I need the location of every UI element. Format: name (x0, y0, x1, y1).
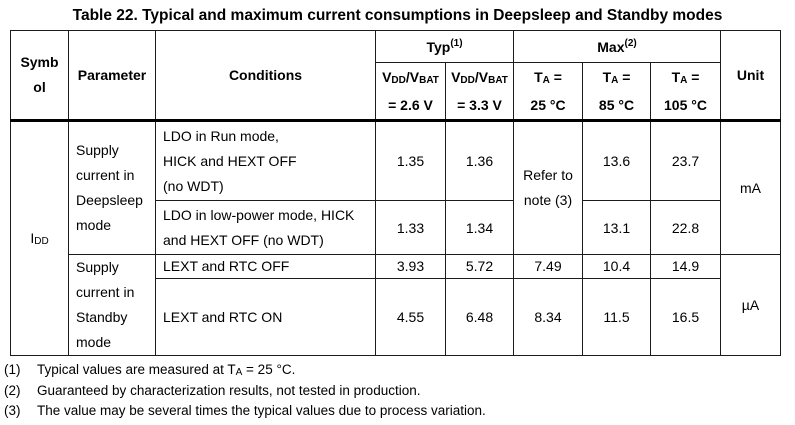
cell-max-105: 14.9 (650, 254, 721, 279)
cell-conditions: LDO in Run mode, HICK and HEXT OFF (no W… (155, 120, 376, 201)
header-conditions: Conditions (155, 30, 376, 122)
footnote-text: Typical values are measured at TA = 25 °… (37, 362, 296, 378)
cell-unit-ua: µA (720, 254, 781, 356)
footnotes: (1) Typical values are measured at TA = … (4, 361, 795, 423)
typ-label: Typ (426, 39, 451, 55)
ta-value-line: 105 °C (664, 96, 707, 113)
cell-max-25: 7.49 (513, 254, 583, 279)
table-row: LDO in low-power mode, HICK and HEXT OFF… (11, 200, 781, 255)
header-group-row: Symb ol Parameter Conditions Typ(1) Max(… (10, 30, 781, 122)
footnote-1: (1) Typical values are measured at TA = … (4, 361, 795, 382)
header-ta-25: TA = 25 °C (513, 62, 583, 122)
header-vdd-3v3: VDD/VBAT = 3.3 V (445, 62, 514, 122)
vdd-symbol-line: VDD/VBAT (382, 68, 439, 86)
cell-conditions: LDO in low-power mode, HICK and HEXT OFF… (155, 200, 376, 255)
cell-unit-ma: mA (720, 120, 781, 255)
current-consumption-table: Symb ol Parameter Conditions Typ(1) Max(… (10, 30, 781, 357)
cell-refer-note: Refer to note (3) (513, 120, 583, 255)
cell-max-85: 13.6 (582, 120, 651, 201)
cell-conditions: LEXT and RTC OFF (155, 254, 376, 279)
header-max-group: Max(2) (513, 30, 721, 63)
header-parameter: Parameter (68, 30, 156, 122)
cell-typ-3v3: 5.72 (445, 254, 514, 279)
ta-symbol-line: TA = (602, 68, 631, 86)
max-label: Max (597, 39, 625, 55)
table-title: Table 22. Typical and maximum current co… (72, 7, 723, 24)
ta-value-line: 85 °C (598, 96, 635, 113)
table-row: IDD Supply current in Deepsleep mode LDO… (10, 120, 781, 356)
cell-max-85: 13.1 (582, 200, 651, 255)
footnote-2: (2) Guaranteed by characterization resul… (4, 382, 795, 403)
footnote-3: (3) The value may be several times the t… (4, 402, 795, 423)
cell-typ-2v6: 1.33 (375, 200, 446, 255)
vdd-symbol-line: VDD/VBAT (451, 68, 508, 86)
typ-footnote-ref: (1) (450, 38, 463, 49)
cell-max-85: 11.5 (582, 277, 651, 357)
cell-parameter-deepsleep: Supply current in Deepsleep mode (68, 120, 156, 255)
header-ta-85: TA = 85 °C (582, 62, 651, 122)
cell-typ-2v6: 4.55 (375, 277, 446, 357)
vdd-value-line: = 2.6 V (388, 96, 433, 113)
footnote-number: (3) (4, 403, 21, 418)
table-row: LEXT and RTC ON 4.55 6.48 8.34 11.5 16.5 (11, 277, 781, 357)
ta-symbol-line: TA = (534, 68, 562, 86)
ta-symbol-line: TA = (671, 68, 700, 86)
header-unit: Unit (720, 30, 781, 122)
footnote-number: (1) (4, 362, 21, 377)
max-footnote-ref: (2) (624, 38, 637, 49)
cell-typ-2v6: 3.93 (375, 254, 446, 279)
footnote-text: The value may be several times the typic… (37, 403, 486, 418)
header-symbol: Symb ol (10, 30, 69, 122)
table-row: Supply current in Standby mode LEXT and … (11, 254, 781, 356)
vdd-value-line: = 3.3 V (457, 96, 502, 113)
header-typ-group: Typ(1) (375, 30, 514, 63)
cell-conditions: LEXT and RTC ON (155, 277, 376, 357)
header-subcol-row: VDD/VBAT = 2.6 V VDD/VBAT = 3.3 V TA = 2… (11, 62, 781, 122)
datasheet-table-page: Table 22. Typical and maximum current co… (0, 7, 795, 423)
header-ta-105: TA = 105 °C (650, 62, 721, 122)
header-symbol-line2: ol (33, 79, 46, 95)
cell-max-25: 8.34 (513, 277, 583, 357)
cell-typ-3v3: 6.48 (445, 277, 514, 357)
header-vdd-2v6: VDD/VBAT = 2.6 V (375, 62, 446, 122)
cell-symbol-idd: IDD (10, 120, 69, 356)
cell-typ-3v3: 1.34 (445, 200, 514, 255)
cell-max-105: 23.7 (650, 120, 721, 201)
footnote-text: Guaranteed by characterization results, … (37, 382, 421, 398)
footnote-number: (2) (4, 382, 21, 398)
cell-typ-3v3: 1.36 (445, 120, 514, 201)
cell-max-105: 22.8 (650, 200, 721, 255)
cell-max-85: 10.4 (582, 254, 651, 279)
cell-parameter-standby: Supply current in Standby mode (68, 254, 156, 356)
cell-max-105: 16.5 (650, 277, 721, 357)
header-symbol-line1: Symb (20, 54, 59, 70)
cell-typ-2v6: 1.35 (375, 120, 446, 201)
ta-value-line: 25 °C (530, 96, 566, 113)
